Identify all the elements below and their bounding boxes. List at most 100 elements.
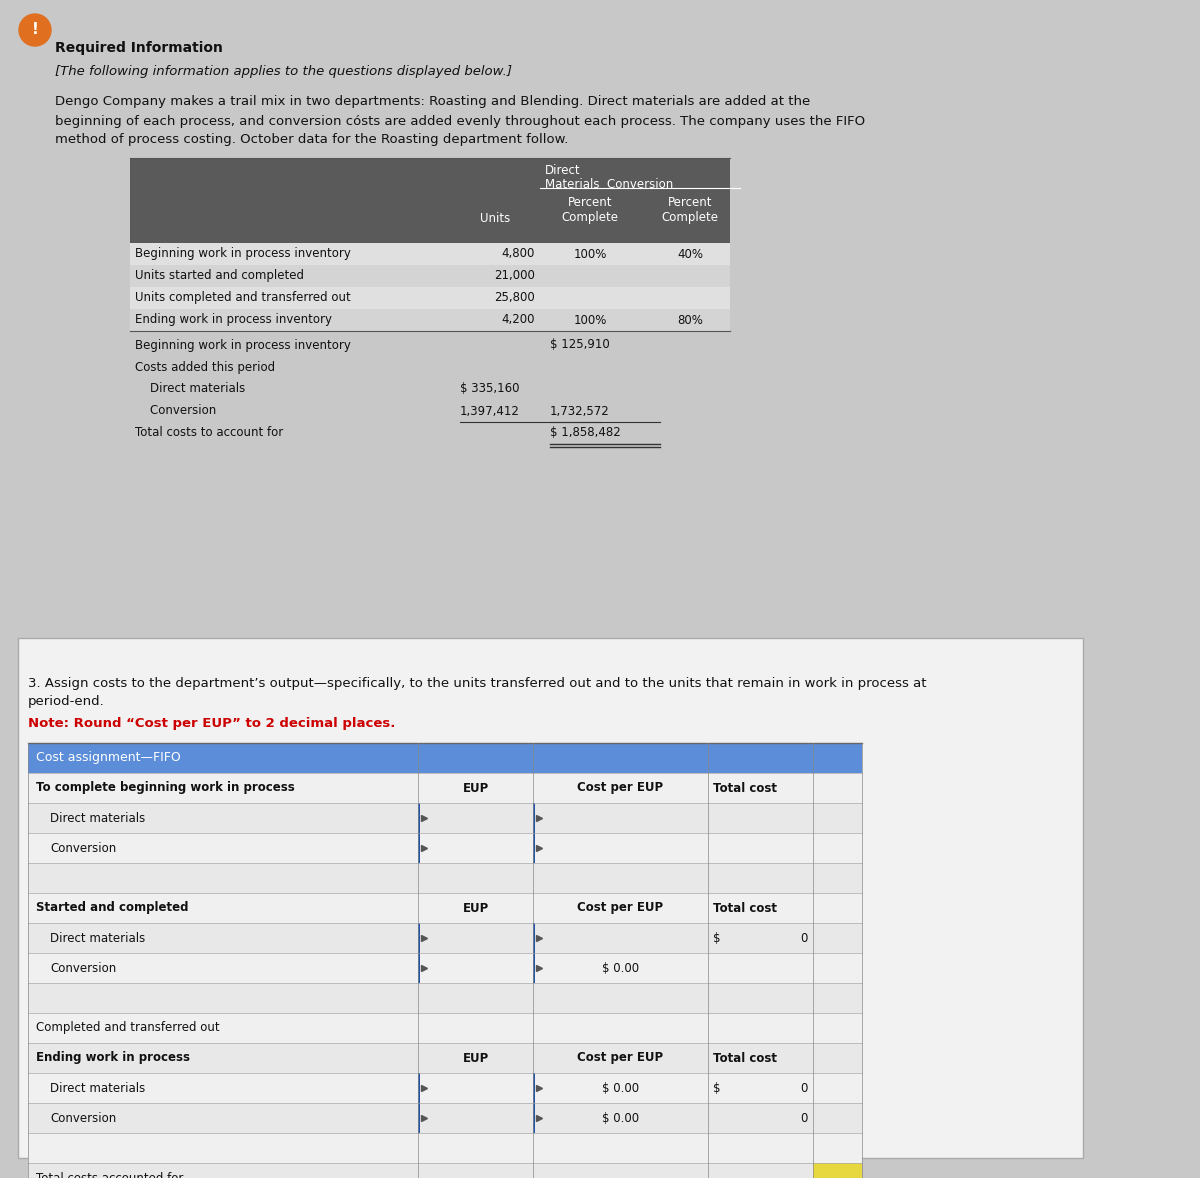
- Text: Completed and transferred out: Completed and transferred out: [36, 1021, 220, 1034]
- Text: To complete beginning work in process: To complete beginning work in process: [36, 781, 295, 794]
- Text: Total costs to account for: Total costs to account for: [134, 426, 283, 439]
- Text: Started and completed: Started and completed: [36, 901, 188, 914]
- Bar: [533, 1103, 535, 1133]
- Bar: [28, 833, 862, 863]
- Text: 3. Assign costs to the department’s output—specifically, to the units transferre: 3. Assign costs to the department’s outp…: [28, 676, 926, 689]
- Text: Percent: Percent: [667, 196, 713, 209]
- Bar: [28, 1133, 862, 1163]
- Text: 4,200: 4,200: [502, 313, 535, 326]
- Text: Conversion: Conversion: [50, 841, 116, 854]
- Bar: [418, 803, 420, 833]
- Text: 25,800: 25,800: [494, 291, 535, 304]
- Bar: [533, 924, 535, 953]
- Text: Note: Round “Cost per EUP” to 2 decimal places.: Note: Round “Cost per EUP” to 2 decimal …: [28, 716, 395, 729]
- Text: Cost assignment—FIFO: Cost assignment—FIFO: [36, 752, 181, 765]
- Text: Direct materials: Direct materials: [50, 1081, 145, 1094]
- Text: 100%: 100%: [574, 247, 607, 260]
- Text: Beginning work in process inventory: Beginning work in process inventory: [134, 247, 350, 260]
- Bar: [533, 833, 535, 863]
- Bar: [418, 1103, 420, 1133]
- Text: method of process costing. October data for the Roasting department follow.: method of process costing. October data …: [55, 133, 569, 146]
- Text: Cost per EUP: Cost per EUP: [577, 781, 664, 794]
- Text: Dengo Company makes a trail mix in two departments: Roasting and Blending. Direc: Dengo Company makes a trail mix in two d…: [55, 95, 810, 108]
- Text: EUP: EUP: [462, 781, 488, 794]
- Text: Complete: Complete: [661, 212, 719, 225]
- Text: 21,000: 21,000: [494, 270, 535, 283]
- Bar: [28, 863, 862, 893]
- Text: 0: 0: [800, 1081, 808, 1094]
- Text: [The following information applies to the questions displayed below.]: [The following information applies to th…: [55, 66, 512, 79]
- Bar: [418, 924, 420, 953]
- Text: $ 1,858,482: $ 1,858,482: [550, 426, 620, 439]
- Text: Ending work in process inventory: Ending work in process inventory: [134, 313, 332, 326]
- Bar: [28, 893, 862, 924]
- Text: Total cost: Total cost: [713, 901, 778, 914]
- Bar: [130, 287, 730, 309]
- Bar: [28, 924, 862, 953]
- Text: Units started and completed: Units started and completed: [134, 270, 304, 283]
- Text: Complete: Complete: [562, 212, 618, 225]
- Bar: [28, 982, 862, 1013]
- Text: period-end.: period-end.: [28, 695, 104, 708]
- Text: 1,397,412: 1,397,412: [460, 404, 520, 417]
- Bar: [130, 158, 730, 243]
- Text: $ 0.00: $ 0.00: [602, 1081, 640, 1094]
- Text: 4,800: 4,800: [502, 247, 535, 260]
- Text: Percent: Percent: [568, 196, 612, 209]
- Text: Materials  Conversion: Materials Conversion: [545, 178, 673, 191]
- Text: Units: Units: [480, 212, 510, 225]
- Text: Conversion: Conversion: [50, 1112, 116, 1125]
- Bar: [130, 265, 730, 287]
- Text: 40%: 40%: [677, 247, 703, 260]
- Text: EUP: EUP: [462, 901, 488, 914]
- Bar: [28, 803, 862, 833]
- Text: Cost per EUP: Cost per EUP: [577, 901, 664, 914]
- Bar: [418, 833, 420, 863]
- Bar: [28, 1073, 862, 1103]
- Bar: [28, 1013, 862, 1043]
- Text: Direct materials: Direct materials: [50, 932, 145, 945]
- Text: $ 335,160: $ 335,160: [460, 383, 520, 396]
- Text: $ 0.00: $ 0.00: [602, 1112, 640, 1125]
- Text: 0: 0: [800, 1112, 808, 1125]
- Bar: [18, 638, 1084, 1158]
- Text: Costs added this period: Costs added this period: [134, 360, 275, 373]
- Bar: [28, 1103, 862, 1133]
- Text: Direct materials: Direct materials: [134, 383, 245, 396]
- Text: !: !: [31, 22, 38, 38]
- Text: Required Information: Required Information: [55, 41, 223, 55]
- Bar: [28, 743, 862, 773]
- Text: Total cost: Total cost: [713, 1052, 778, 1065]
- Bar: [130, 309, 730, 331]
- Text: 0: 0: [800, 932, 808, 945]
- Text: Ending work in process: Ending work in process: [36, 1052, 190, 1065]
- Text: Total costs accounted for: Total costs accounted for: [36, 1171, 184, 1178]
- Text: EUP: EUP: [462, 1052, 488, 1065]
- Text: $ 0.00: $ 0.00: [602, 961, 640, 974]
- Bar: [814, 1163, 862, 1178]
- Bar: [28, 1163, 862, 1178]
- Bar: [28, 1043, 862, 1073]
- Bar: [28, 773, 862, 803]
- Text: $: $: [713, 1081, 720, 1094]
- Text: $ 125,910: $ 125,910: [550, 338, 610, 351]
- Bar: [28, 953, 862, 982]
- Text: Units completed and transferred out: Units completed and transferred out: [134, 291, 350, 304]
- Bar: [533, 953, 535, 982]
- Text: Cost per EUP: Cost per EUP: [577, 1052, 664, 1065]
- Text: Conversion: Conversion: [50, 961, 116, 974]
- Bar: [533, 1073, 535, 1103]
- Text: 1,732,572: 1,732,572: [550, 404, 610, 417]
- Text: Direct materials: Direct materials: [50, 812, 145, 825]
- Text: 100%: 100%: [574, 313, 607, 326]
- Text: Beginning work in process inventory: Beginning work in process inventory: [134, 338, 350, 351]
- Text: 80%: 80%: [677, 313, 703, 326]
- Bar: [418, 953, 420, 982]
- Bar: [130, 243, 730, 265]
- Bar: [418, 1073, 420, 1103]
- Text: $: $: [713, 932, 720, 945]
- Circle shape: [19, 14, 50, 46]
- Bar: [533, 803, 535, 833]
- Text: Total cost: Total cost: [713, 781, 778, 794]
- Text: Direct: Direct: [545, 164, 581, 177]
